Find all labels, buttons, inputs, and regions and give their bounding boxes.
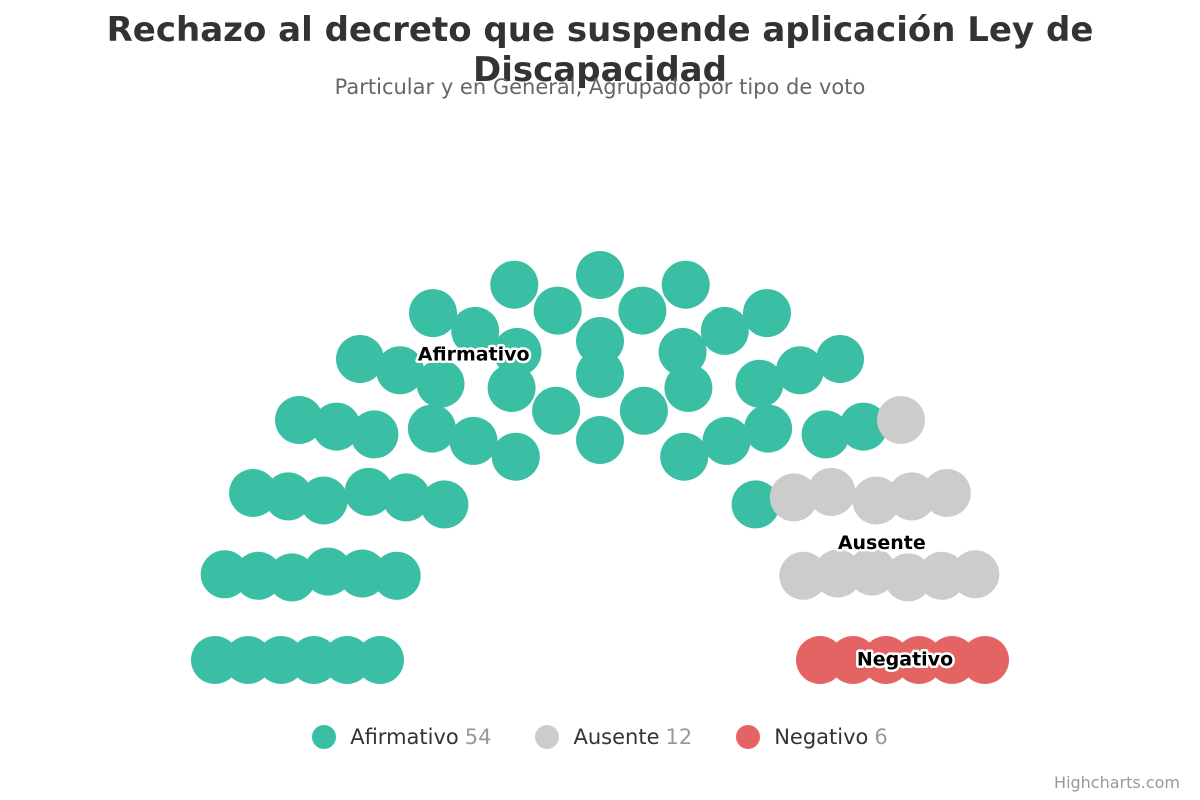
seat-afirmativo[interactable] xyxy=(744,404,793,453)
seat-negativo[interactable] xyxy=(796,636,844,684)
seat-afirmativo[interactable] xyxy=(619,386,668,435)
series-label-negativo: Negativo xyxy=(857,649,953,671)
legend-label-negativo: Negativo xyxy=(774,725,869,749)
seat-ausente[interactable] xyxy=(877,396,925,444)
seat-afirmativo[interactable] xyxy=(275,396,323,444)
seat-afirmativo[interactable] xyxy=(743,289,791,338)
seat-afirmativo[interactable] xyxy=(576,317,624,365)
seat-negativo[interactable] xyxy=(895,636,943,684)
seat-afirmativo[interactable] xyxy=(576,251,624,299)
seat-ausente[interactable] xyxy=(951,550,1000,599)
seat-afirmativo[interactable] xyxy=(532,386,581,435)
seat-afirmativo[interactable] xyxy=(344,467,393,516)
seat-afirmativo[interactable] xyxy=(416,359,465,408)
legend-item-negativo[interactable]: Negativo 6 xyxy=(736,725,888,749)
seat-negativo[interactable] xyxy=(928,636,976,684)
seat-afirmativo[interactable] xyxy=(533,286,582,335)
legend-label-ausente: Ausente xyxy=(573,725,660,749)
seat-afirmativo[interactable] xyxy=(264,472,313,521)
seat-afirmativo[interactable] xyxy=(267,553,316,602)
seat-afirmativo[interactable] xyxy=(839,402,888,451)
seat-afirmativo[interactable] xyxy=(290,636,338,684)
seat-afirmativo[interactable] xyxy=(382,473,431,522)
legend-count-afirmativo: 54 xyxy=(464,725,492,749)
seat-afirmativo[interactable] xyxy=(420,480,469,529)
seat-afirmativo[interactable] xyxy=(658,327,707,376)
seat-ausente[interactable] xyxy=(884,553,933,602)
seat-afirmativo[interactable] xyxy=(735,359,784,408)
seat-afirmativo[interactable] xyxy=(312,402,361,451)
seat-afirmativo[interactable] xyxy=(660,432,709,481)
legend: Afirmativo 54 Ausente 12 Negativo 6 xyxy=(0,725,1200,749)
seat-afirmativo[interactable] xyxy=(299,476,348,525)
seat-afirmativo[interactable] xyxy=(776,346,824,395)
seat-afirmativo[interactable] xyxy=(576,416,624,464)
seat-negativo[interactable] xyxy=(829,636,877,684)
seat-ausente[interactable] xyxy=(887,472,936,521)
legend-label-afirmativo: Afirmativo xyxy=(350,725,459,749)
seat-afirmativo[interactable] xyxy=(372,551,421,600)
seat-afirmativo[interactable] xyxy=(661,260,710,309)
seat-afirmativo[interactable] xyxy=(191,636,239,684)
series-label-ausente: Ausente xyxy=(838,532,926,554)
seat-ausente[interactable] xyxy=(807,467,856,516)
credits-link[interactable]: Highcharts.com xyxy=(1054,773,1180,792)
seat-afirmativo[interactable] xyxy=(229,469,278,517)
seat-afirmativo[interactable] xyxy=(407,404,456,453)
seat-afirmativo[interactable] xyxy=(304,547,352,596)
seat-afirmativo[interactable] xyxy=(323,636,371,684)
seat-afirmativo[interactable] xyxy=(702,416,751,465)
seat-afirmativo[interactable] xyxy=(350,410,399,459)
legend-swatch-ausente xyxy=(535,725,560,749)
seat-afirmativo[interactable] xyxy=(487,364,536,412)
chart-title: Rechazo al decreto que suspende aplicaci… xyxy=(106,10,1094,90)
seat-ausente[interactable] xyxy=(922,469,971,517)
seat-negativo[interactable] xyxy=(961,636,1009,684)
seat-afirmativo[interactable] xyxy=(451,306,500,355)
legend-swatch-afirmativo xyxy=(312,725,337,749)
seat-afirmativo[interactable] xyxy=(234,551,283,600)
legend-count-negativo: 6 xyxy=(874,725,888,749)
seat-ausente[interactable] xyxy=(813,549,862,598)
seat-afirmativo[interactable] xyxy=(664,364,713,412)
legend-item-afirmativo[interactable]: Afirmativo 54 xyxy=(312,725,491,749)
chart-subtitle: Particular y en General, Agrupado por ti… xyxy=(334,75,866,99)
seat-ausente[interactable] xyxy=(852,476,901,525)
seat-afirmativo[interactable] xyxy=(493,327,542,376)
seat-ausente[interactable] xyxy=(779,551,828,600)
seat-afirmativo[interactable] xyxy=(801,410,850,459)
seat-afirmativo[interactable] xyxy=(376,346,424,395)
seat-afirmativo[interactable] xyxy=(700,306,749,355)
seat-afirmativo[interactable] xyxy=(336,335,384,383)
seat-afirmativo[interactable] xyxy=(338,549,387,598)
seat-afirmativo[interactable] xyxy=(490,260,539,309)
seat-afirmativo[interactable] xyxy=(409,289,457,338)
legend-swatch-negativo xyxy=(736,725,761,749)
seat-group xyxy=(191,251,1009,684)
legend-count-ausente: 12 xyxy=(665,725,693,749)
seat-ausente[interactable] xyxy=(848,547,896,596)
seat-afirmativo[interactable] xyxy=(224,636,272,684)
seat-afirmativo[interactable] xyxy=(731,480,780,529)
seat-afirmativo[interactable] xyxy=(618,286,667,335)
legend-item-ausente[interactable]: Ausente 12 xyxy=(535,725,692,749)
seat-afirmativo[interactable] xyxy=(576,350,624,398)
seat-afirmativo[interactable] xyxy=(491,432,540,481)
seat-afirmativo[interactable] xyxy=(356,636,404,684)
series-label-group: Afirmativo Ausente Negativo xyxy=(415,341,955,673)
seat-afirmativo[interactable] xyxy=(257,636,305,684)
series-label-afirmativo: Afirmativo xyxy=(418,344,530,366)
seat-negativo[interactable] xyxy=(862,636,910,684)
seat-afirmativo[interactable] xyxy=(816,335,864,383)
seat-afirmativo[interactable] xyxy=(449,416,498,465)
seat-ausente[interactable] xyxy=(769,473,818,522)
